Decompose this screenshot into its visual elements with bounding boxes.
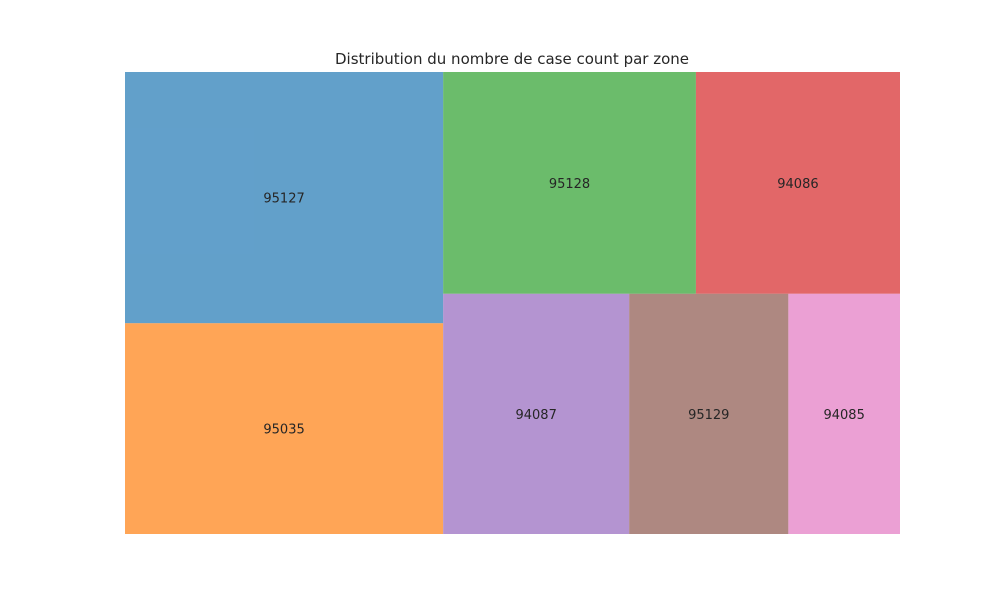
tile-label-95128: 95128 bbox=[549, 177, 590, 192]
tile-label-95035: 95035 bbox=[263, 423, 304, 438]
tile-label-94086: 94086 bbox=[777, 177, 818, 192]
tile-label-95129: 95129 bbox=[688, 408, 729, 423]
treemap-tile-95128 bbox=[443, 72, 696, 294]
tile-label-94087: 94087 bbox=[515, 408, 556, 423]
chart-title: Distribution du nombre de case count par… bbox=[335, 50, 689, 68]
treemap-tile-95127 bbox=[125, 72, 444, 324]
treemap-tile-94085 bbox=[788, 293, 900, 534]
treemap-tiles: 95127 95035 95128 94086 94087 95129 94085 bbox=[125, 72, 900, 534]
treemap-tile-94087 bbox=[443, 293, 630, 534]
treemap-tile-95129 bbox=[629, 293, 789, 534]
treemap-tile-95035 bbox=[125, 323, 444, 534]
treemap-tile-94086 bbox=[695, 72, 900, 294]
tile-label-94085: 94085 bbox=[823, 408, 864, 423]
tile-label-95127: 95127 bbox=[263, 192, 304, 207]
